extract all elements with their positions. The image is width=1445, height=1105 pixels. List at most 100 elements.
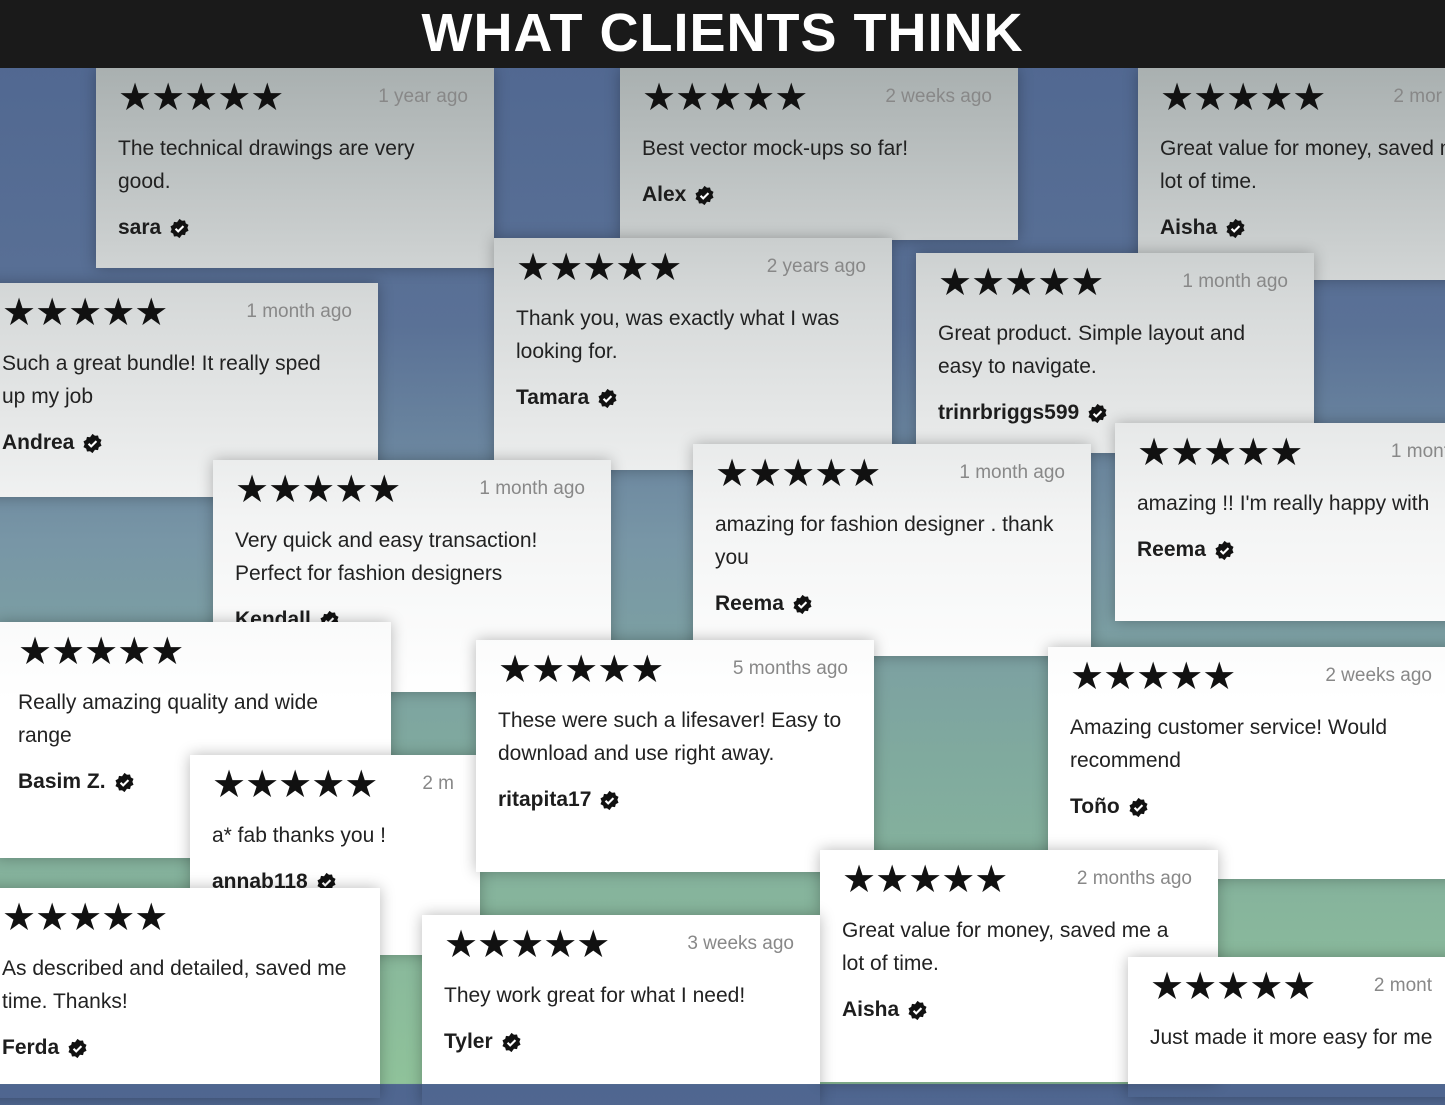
- reviewer: Ferda: [2, 1036, 358, 1060]
- reviewer: Reema: [1137, 538, 1445, 562]
- five-star-rating: ★★★★★: [235, 469, 401, 511]
- verified-badge-icon: [502, 1032, 521, 1052]
- review-text: As described and detailed, saved me time…: [2, 957, 347, 1013]
- reviewer: Reema: [715, 592, 1069, 616]
- reviewer-name: sara: [118, 216, 162, 239]
- review-text: Very quick and easy transaction! Perfect…: [235, 529, 538, 585]
- reviewer: Aisha: [842, 998, 1196, 1022]
- reviewer: ritapita17: [498, 788, 852, 812]
- review-card: ★★★★★ 1 month ago Great product. Simple …: [916, 253, 1314, 453]
- reviewer-name: Aisha: [1160, 216, 1218, 239]
- page-title: WHAT CLIENTS THINK: [421, 3, 1024, 63]
- review-text: amazing for fashion designer . thank you: [715, 513, 1054, 569]
- five-star-rating: ★★★★★: [444, 924, 610, 966]
- five-star-rating: ★★★★★: [212, 764, 378, 806]
- verified-badge-icon: [908, 1000, 927, 1020]
- review-text: a* fab thanks you !: [212, 824, 386, 847]
- review-time: 2 months ago: [1076, 868, 1192, 889]
- five-star-rating: ★★★★★: [715, 453, 881, 495]
- review-card: ★★★★★ 3 weeks ago They work great for wh…: [422, 915, 820, 1105]
- reviewer: trinrbriggs599: [938, 401, 1292, 425]
- review-time: 1 month ago: [246, 301, 352, 322]
- reviewer-name: Ferda: [2, 1036, 60, 1059]
- reviewer-name: ritapita17: [498, 788, 592, 811]
- reviewer: Alex: [642, 183, 996, 207]
- reviewer: sara: [118, 216, 472, 240]
- reviewer: Tamara: [516, 386, 870, 410]
- review-time: 1 month ago: [1182, 271, 1288, 292]
- five-star-rating: ★★★★★: [118, 77, 284, 119]
- verified-badge-icon: [1215, 540, 1234, 560]
- review-time: 5 months ago: [732, 658, 848, 679]
- review-text: Thank you, was exactly what I was lookin…: [516, 307, 840, 363]
- review-card: ★★★★★ 2 years ago Thank you, was exactly…: [494, 238, 892, 470]
- five-star-rating: ★★★★★: [1070, 656, 1236, 698]
- five-star-rating: ★★★★★: [1150, 966, 1316, 1008]
- review-time: 2 weeks ago: [885, 86, 992, 107]
- review-card: ★★★★★ 2 weeks ago Best vector mock-ups s…: [620, 68, 1018, 240]
- review-text: These were such a lifesaver! Easy to dow…: [498, 709, 842, 765]
- verified-badge-icon: [1129, 797, 1148, 817]
- review-card: ★★★★★ 1 year ago The technical drawings …: [96, 68, 494, 268]
- review-text: Such a great bundle! It really sped up m…: [2, 352, 321, 408]
- verified-badge-icon: [600, 790, 619, 810]
- reviewer-name: Toño: [1070, 795, 1120, 818]
- review-time: 2 years ago: [766, 256, 866, 277]
- reviewer-name: Alex: [642, 183, 687, 206]
- review-time: 1 mont: [1390, 441, 1445, 462]
- five-star-rating: ★★★★★: [642, 77, 808, 119]
- verified-badge-icon: [793, 594, 812, 614]
- verified-badge-icon: [317, 872, 336, 892]
- reviewer-name: annab118: [212, 870, 308, 893]
- review-text: Best vector mock-ups so far!: [642, 137, 909, 160]
- verified-badge-icon: [1226, 218, 1245, 238]
- review-time: 3 weeks ago: [687, 933, 794, 954]
- review-text: Really amazing quality and wide range: [18, 691, 318, 747]
- five-star-rating: ★★★★★: [498, 649, 664, 691]
- verified-badge-icon: [115, 772, 134, 792]
- reviewer-name: Tamara: [516, 386, 590, 409]
- reviewer: Basim Z.: [18, 770, 369, 794]
- reviewer: Aisha: [1160, 216, 1445, 240]
- review-time: 1 month ago: [959, 462, 1065, 483]
- review-text: Amazing customer service! Would recommen…: [1070, 716, 1388, 772]
- reviewer-name: Aisha: [842, 998, 900, 1021]
- header-bar: WHAT CLIENTS THINK: [0, 0, 1445, 68]
- five-star-rating: ★★★★★: [1137, 432, 1303, 474]
- review-card: ★★★★★ 1 mont amazing !! I'm really happy…: [1115, 423, 1445, 621]
- review-card: ★★★★★ 2 mont Just made it more easy for …: [1128, 957, 1445, 1097]
- five-star-rating: ★★★★★: [842, 859, 1008, 901]
- reviewer: Toño: [1070, 795, 1436, 819]
- five-star-rating: ★★★★★: [2, 897, 168, 939]
- five-star-rating: ★★★★★: [938, 262, 1104, 304]
- reviewer: Andrea: [2, 431, 356, 455]
- five-star-rating: ★★★★★: [2, 292, 168, 334]
- reviewer: Tyler: [444, 1030, 798, 1054]
- reviewer-name: Tyler: [444, 1030, 493, 1053]
- review-time: 2 mor: [1393, 86, 1442, 107]
- review-time: 1 month ago: [479, 478, 585, 499]
- verified-badge-icon: [695, 185, 714, 205]
- verified-badge-icon: [1088, 403, 1107, 423]
- review-text: amazing !! I'm really happy with: [1137, 492, 1430, 515]
- reviewer: annab118: [212, 870, 458, 894]
- five-star-rating: ★★★★★: [18, 631, 184, 673]
- review-card: ★★★★★ As described and detailed, saved m…: [0, 888, 380, 1098]
- verified-badge-icon: [598, 388, 617, 408]
- review-text: Great product. Simple layout and easy to…: [938, 322, 1246, 378]
- five-star-rating: ★★★★★: [516, 247, 682, 289]
- review-card: ★★★★★ 2 mor Great value for money, saved…: [1138, 68, 1445, 280]
- verified-badge-icon: [170, 218, 189, 238]
- reviewer-name: Reema: [715, 592, 784, 615]
- review-text: Just made it more easy for me: [1150, 1026, 1433, 1049]
- review-card: ★★★★★ 1 month ago amazing for fashion de…: [693, 444, 1091, 656]
- review-time: 2 mont: [1373, 975, 1432, 996]
- verified-badge-icon: [68, 1038, 87, 1058]
- reviewer-name: Basim Z.: [18, 770, 106, 793]
- review-text: Great value for money, saved me a lot of…: [842, 919, 1169, 975]
- review-time: 1 year ago: [378, 86, 468, 107]
- review-time: 2 weeks ago: [1325, 665, 1432, 686]
- reviewer-name: Reema: [1137, 538, 1206, 561]
- review-text: Great value for money, saved me a lot of…: [1160, 137, 1445, 193]
- review-text: They work great for what I need!: [444, 984, 746, 1007]
